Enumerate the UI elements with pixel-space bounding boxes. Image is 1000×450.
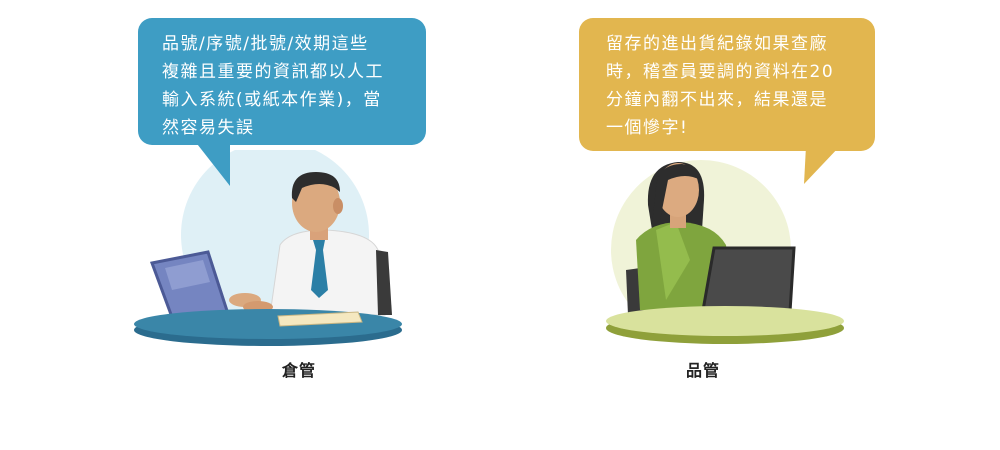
warehouse-speech-bubble: 品號/序號/批號/效期這些 複雜且重要的資訊都以人工 輸入系統(或紙本作業)，當… bbox=[138, 18, 426, 145]
bubble-line: 時，稽查員要調的資料在20 bbox=[606, 62, 835, 82]
bubble-line: 留存的進出貨紀錄如果查廠 bbox=[606, 34, 828, 54]
bubble-line: 品號/序號/批號/效期這些 bbox=[162, 34, 369, 54]
woman-hair-front bbox=[652, 164, 700, 225]
desk-top bbox=[606, 306, 844, 336]
warehouse-staff-illustration bbox=[134, 150, 402, 346]
bubble-line: 一個慘字! bbox=[606, 118, 689, 138]
warehouse-bubble-tail bbox=[194, 140, 230, 186]
bubble-line: 分鐘內翻不出來，結果還是 bbox=[606, 90, 828, 110]
warehouse-caption: 倉管 bbox=[281, 361, 316, 380]
quality-speech-bubble: 留存的進出貨紀錄如果查廠 時，稽查員要調的資料在20 分鐘內翻不出來，結果還是 … bbox=[579, 18, 875, 151]
quality-caption: 品管 bbox=[685, 361, 720, 380]
bubble-line: 輸入系統(或紙本作業)，當 bbox=[162, 90, 382, 110]
laptop-screen-glare bbox=[165, 260, 210, 290]
notebook bbox=[277, 311, 363, 327]
man-ear bbox=[333, 198, 343, 214]
quality-control-staff-illustration bbox=[606, 160, 844, 344]
woman-top-shade bbox=[656, 222, 690, 300]
bubble-line: 然容易失誤 bbox=[162, 118, 255, 138]
man-hair bbox=[291, 172, 340, 202]
desk-top bbox=[134, 309, 402, 339]
quality-bubble-tail bbox=[804, 146, 840, 184]
man-shirt bbox=[269, 229, 386, 316]
bubble-line: 複雜且重要的資訊都以人工 bbox=[162, 62, 384, 82]
man-head bbox=[292, 174, 340, 232]
monitor-screen bbox=[700, 246, 796, 318]
man-tie bbox=[311, 240, 328, 298]
chair-back bbox=[376, 250, 392, 315]
